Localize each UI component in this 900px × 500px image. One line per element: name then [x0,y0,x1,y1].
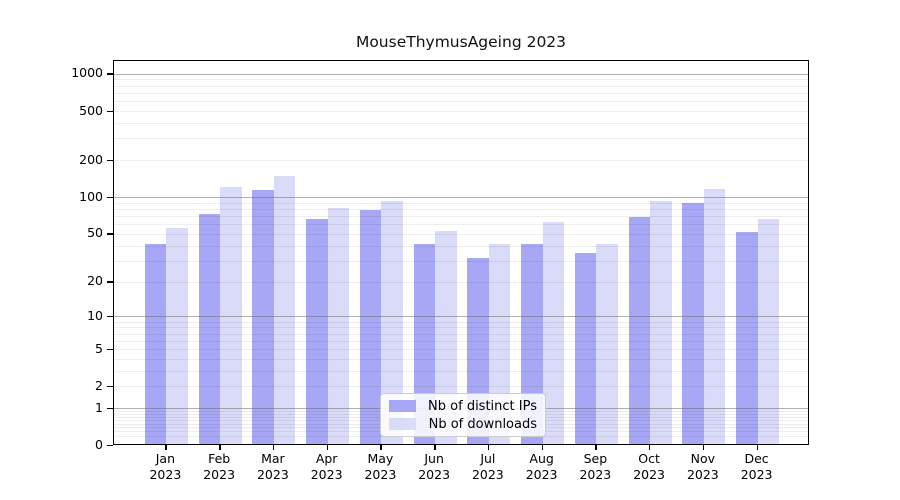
y-tick-mark [107,196,113,199]
bar-downloads [327,208,350,444]
bar-downloads [381,201,403,444]
bar-distinct-ips [736,232,758,444]
y-tick-label: 500 [79,102,103,118]
y-tick-mark [107,73,113,75]
legend-swatch-distinct-ips [389,400,416,412]
y-tick-mark [107,407,113,410]
y-tick-label: 1 [95,399,103,415]
x-tick-mark [272,444,275,450]
legend-row-downloads: Nb of downloads [389,417,537,432]
x-tick-label: Sep 2023 [579,451,612,482]
x-tick-label: Jan 2023 [149,451,182,482]
bar-distinct-ips [682,202,704,444]
y-tick-mark [107,233,113,235]
y-tick-label: 200 [79,151,103,167]
y-tick-mark [107,110,113,112]
bars-layer [114,61,808,444]
x-tick-label: Mar 2023 [256,451,289,482]
x-tick-mark [434,444,436,450]
bar-distinct-ips [574,252,597,444]
bar-distinct-ips [306,219,328,444]
legend-label-distinct-ips: Nb of distinct IPs [428,398,537,414]
x-tick-mark [756,444,758,450]
bar-downloads [435,231,457,444]
x-tick-mark [487,444,490,450]
x-tick-mark [326,444,329,450]
bar-downloads [220,186,242,444]
x-tick-mark [595,444,597,450]
bar-distinct-ips [198,213,221,444]
y-tick-label: 100 [79,188,103,204]
y-tick-label: 1000 [71,65,103,81]
bar-distinct-ips [359,209,382,444]
x-tick-label: Jul 2023 [471,451,504,482]
legend-row-distinct-ips: Nb of distinct IPs [389,399,537,414]
y-tick-mark [107,385,113,388]
y-tick-label: 50 [87,225,103,241]
bar-downloads [703,188,726,444]
x-tick-mark [219,444,221,450]
bar-downloads [650,201,672,444]
legend-label-downloads: Nb of downloads [428,416,537,432]
x-tick-label: Oct 2023 [633,451,665,482]
x-tick-label: Dec 2023 [740,451,773,482]
y-tick-label: 20 [87,273,103,289]
y-tick-label: 0 [95,437,103,452]
y-tick-mark [107,348,113,350]
x-tick-mark [165,444,167,450]
x-tick-label: May 2023 [364,451,397,482]
y-tick-mark [107,281,113,283]
y-tick-mark [107,159,113,161]
bar-distinct-ips [628,217,651,444]
bar-downloads [273,175,296,444]
x-tick-mark [649,444,651,450]
y-tick-label: 2 [95,377,103,393]
y-tick-label: 10 [87,308,103,323]
y-tick-label: 5 [95,340,103,356]
x-tick-label: Feb 2023 [203,451,236,482]
bar-distinct-ips [144,244,167,444]
x-tick-label: Apr 2023 [310,451,343,482]
chart-title: MouseThymusAgeing 2023 [355,33,567,51]
x-tick-mark [702,444,705,450]
y-tick-mark [107,445,113,447]
legend-swatch-downloads [389,418,416,430]
bar-downloads [757,219,780,444]
bar-downloads [166,228,188,444]
y-tick-mark [107,316,113,318]
bar-distinct-ips [252,190,274,444]
legend: Nb of distinct IPs Nb of downloads [380,393,546,437]
bar-downloads [596,244,618,444]
bar-downloads [542,221,565,444]
x-tick-mark [380,444,382,450]
plot-area: Nb of distinct IPs Nb of downloads [113,60,809,445]
x-tick-label: Aug 2023 [525,451,558,482]
x-tick-label: Nov 2023 [686,451,719,482]
x-tick-mark [541,444,543,450]
x-tick-label: Jun 2023 [418,451,451,482]
